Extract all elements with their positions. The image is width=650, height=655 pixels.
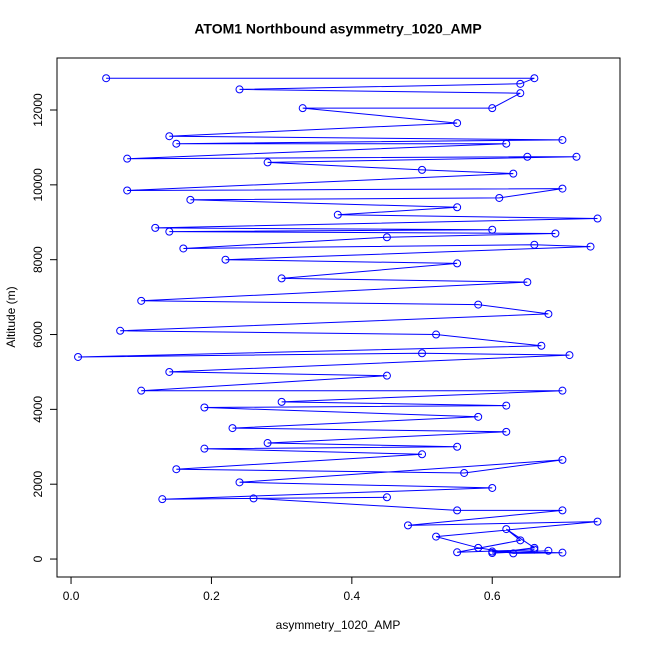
chart-title: ATOM1 Northbound asymmetry_1020_AMP: [194, 21, 481, 37]
x-tick-label: 0.2: [203, 589, 220, 603]
data-point: [277, 397, 286, 406]
data-point: [460, 468, 469, 477]
data-point: [558, 548, 567, 557]
y-tick-label: 2000: [31, 471, 45, 498]
data-point: [551, 229, 560, 238]
data-point: [235, 85, 244, 94]
data-point: [530, 240, 539, 249]
data-point: [586, 242, 595, 251]
data-point: [572, 152, 581, 161]
y-tick-label: 12000: [31, 93, 45, 127]
data-point: [558, 135, 567, 144]
data-point: [502, 139, 511, 148]
data-point: [453, 203, 462, 212]
x-axis-label: asymmetry_1020_AMP: [276, 618, 401, 632]
data-point: [523, 152, 532, 161]
data-point: [544, 546, 553, 555]
data-point: [593, 214, 602, 223]
plot-frame: [56, 57, 621, 578]
data-point: [453, 442, 462, 451]
data-point: [537, 341, 546, 350]
data-point: [432, 532, 441, 541]
data-point: [474, 300, 483, 309]
data-point: [382, 371, 391, 380]
y-tick-label: 0: [31, 555, 45, 562]
data-point: [558, 455, 567, 464]
data-point: [453, 119, 462, 128]
data-point: [137, 386, 146, 395]
data-line: [78, 77, 598, 554]
data-point: [488, 549, 497, 558]
data-point: [123, 186, 132, 195]
y-tick-label: 6000: [31, 321, 45, 348]
data-point: [263, 439, 272, 448]
data-point: [228, 424, 237, 433]
data-point: [509, 169, 518, 178]
data-point: [165, 227, 174, 236]
data-point: [249, 494, 258, 503]
data-point: [200, 444, 209, 453]
y-tick-label: 4000: [31, 396, 45, 423]
data-point: [530, 74, 539, 83]
data-point: [474, 412, 483, 421]
data-point: [382, 233, 391, 242]
data-point: [558, 386, 567, 395]
data-point: [432, 330, 441, 339]
data-point: [74, 352, 83, 361]
data-point: [102, 74, 111, 83]
y-axis-label: Altitude (m): [4, 286, 18, 347]
x-tick-label: 0.0: [63, 589, 80, 603]
data-point: [453, 548, 462, 557]
data-point: [488, 225, 497, 234]
data-point: [158, 495, 167, 504]
x-tick-label: 0.4: [343, 589, 360, 603]
data-point: [418, 165, 427, 174]
data-point: [502, 401, 511, 410]
data-point: [565, 351, 574, 360]
data-point: [502, 525, 511, 534]
data-point: [179, 244, 188, 253]
data-point: [137, 296, 146, 305]
data-point: [151, 223, 160, 232]
data-point: [123, 154, 132, 163]
data-point: [544, 309, 553, 318]
data-point: [221, 255, 230, 264]
y-tick-label: 10000: [31, 168, 45, 202]
data-point: [298, 104, 307, 113]
data-point: [488, 483, 497, 492]
data-point: [453, 506, 462, 515]
data-point: [165, 367, 174, 376]
data-point: [495, 193, 504, 202]
data-point: [263, 158, 272, 167]
data-point: [172, 465, 181, 474]
data-point: [558, 506, 567, 515]
data-point: [516, 89, 525, 98]
data-point: [502, 427, 511, 436]
data-point: [172, 139, 181, 148]
data-point: [509, 549, 518, 558]
data-point: [277, 274, 286, 283]
y-tick-label: 8000: [31, 246, 45, 273]
data-point: [516, 79, 525, 88]
x-tick-label: 0.6: [484, 589, 501, 603]
data-point: [165, 132, 174, 141]
data-point: [200, 403, 209, 412]
data-point: [558, 184, 567, 193]
data-point: [593, 517, 602, 526]
data-point: [516, 536, 525, 545]
data-point: [186, 195, 195, 204]
data-point: [523, 278, 532, 287]
data-point: [382, 493, 391, 502]
data-point: [453, 259, 462, 268]
data-point: [333, 210, 342, 219]
data-point: [418, 349, 427, 358]
data-point: [403, 521, 412, 530]
data-point: [474, 543, 483, 552]
data-point: [530, 543, 539, 552]
data-point: [488, 104, 497, 113]
data-point: [235, 478, 244, 487]
data-point: [116, 326, 125, 335]
data-point: [418, 450, 427, 459]
